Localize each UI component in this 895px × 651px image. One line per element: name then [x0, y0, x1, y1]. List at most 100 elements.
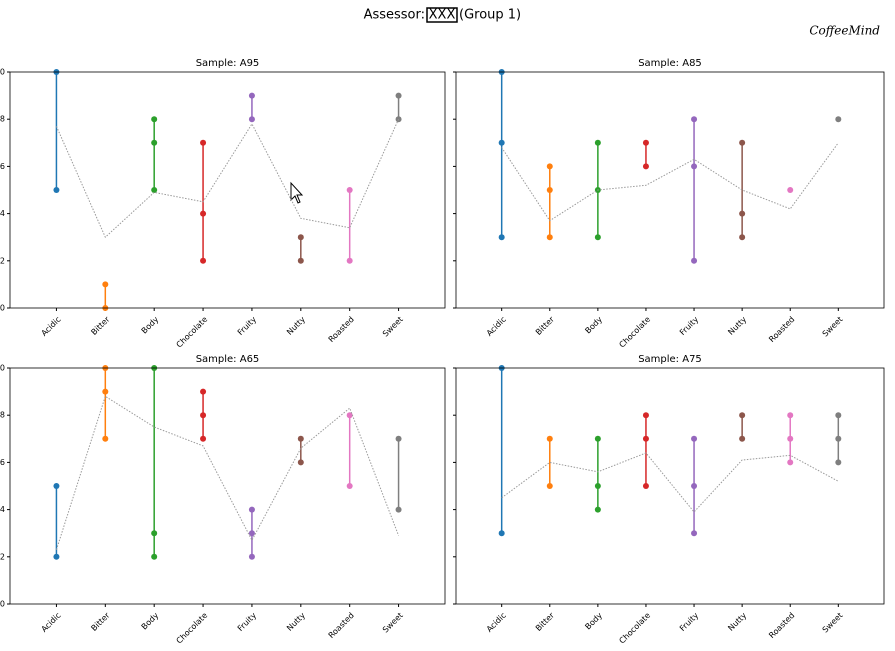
score-dot	[53, 187, 60, 193]
score-dot	[498, 234, 505, 241]
score-dot	[248, 506, 255, 513]
score-dot	[395, 92, 402, 99]
score-dot	[546, 234, 553, 241]
x-tick-label: Bitter	[89, 610, 112, 633]
y-tick-label: 2	[0, 552, 5, 561]
score-dot	[739, 139, 746, 146]
score-dot	[151, 553, 158, 560]
score-dot	[691, 163, 698, 170]
score-dot	[102, 435, 109, 442]
y-tick-label: 10	[0, 68, 5, 77]
score-dot	[346, 412, 353, 419]
score-dot	[546, 163, 553, 170]
score-dot	[594, 506, 601, 513]
score-dot	[151, 139, 158, 146]
panel-title: Sample: A65	[196, 354, 260, 365]
score-dot	[200, 210, 207, 217]
score-dot	[691, 435, 698, 442]
score-dot	[642, 412, 649, 419]
y-tick-label: 10	[0, 364, 5, 373]
score-dot	[546, 435, 553, 442]
score-dot	[248, 530, 255, 537]
x-tick-label: Chocolate	[175, 315, 210, 350]
plot-frame	[455, 367, 885, 605]
score-dot	[102, 281, 109, 288]
score-dot	[642, 435, 649, 442]
y-tick-label: 4	[0, 209, 5, 218]
x-tick-label: Sweet	[821, 315, 845, 339]
x-tick-label: Bitter	[534, 314, 557, 337]
score-dot	[835, 116, 842, 123]
score-dot	[297, 459, 304, 466]
score-dot	[200, 257, 207, 264]
score-dot	[498, 530, 505, 537]
score-dot	[297, 257, 304, 264]
score-dot	[787, 459, 794, 466]
score-dot	[835, 435, 842, 442]
score-dot	[151, 116, 158, 123]
x-tick-label: Nutty	[285, 315, 307, 337]
score-dot	[691, 116, 698, 123]
score-dot	[151, 530, 158, 537]
x-tick-label: Roasted	[767, 611, 796, 640]
x-tick-label: Nutty	[726, 315, 748, 337]
score-dot	[739, 412, 746, 419]
panel-title: Sample: A75	[638, 354, 702, 365]
score-dot	[200, 139, 207, 146]
y-tick-label: 0	[0, 304, 5, 313]
y-tick-label: 8	[0, 115, 5, 124]
mean-line	[55, 118, 400, 239]
mean-line	[501, 142, 839, 222]
mean-line	[501, 452, 839, 513]
plot-frame	[455, 71, 885, 309]
x-tick-label: Nutty	[726, 611, 748, 633]
score-dot	[200, 435, 207, 442]
score-dot	[200, 412, 207, 419]
x-tick-label: Body	[583, 315, 604, 336]
score-dot	[835, 459, 842, 466]
x-tick-label: Body	[140, 315, 161, 336]
score-dot	[739, 210, 746, 217]
score-dot	[297, 435, 304, 442]
score-dot	[53, 483, 60, 489]
panel-title: Sample: A95	[196, 58, 260, 69]
y-tick-label: 6	[0, 162, 5, 171]
score-dot	[248, 553, 255, 560]
score-dot	[151, 187, 158, 193]
x-tick-label: Chocolate	[175, 611, 210, 646]
y-tick-label: 8	[0, 411, 5, 420]
score-dot	[642, 483, 649, 489]
x-tick-label: Fruity	[236, 611, 258, 633]
score-dot	[395, 506, 402, 513]
title-prefix: Assessor:	[364, 8, 425, 23]
assessor-name: XXX	[429, 8, 456, 23]
score-dot	[594, 435, 601, 442]
y-tick-label: 2	[0, 256, 5, 265]
x-tick-label: Fruity	[678, 315, 700, 337]
score-dot	[297, 234, 304, 241]
score-dot	[546, 483, 553, 489]
score-dot	[346, 257, 353, 264]
logo: CoffeeMind	[809, 24, 880, 38]
score-dot	[787, 187, 794, 193]
x-tick-label: Acidic	[40, 611, 63, 634]
score-dot	[594, 483, 601, 489]
x-tick-label: Roasted	[327, 611, 356, 640]
x-tick-label: Chocolate	[617, 611, 652, 646]
x-tick-label: Sweet	[381, 611, 405, 635]
score-dot	[691, 483, 698, 489]
score-dot	[642, 163, 649, 170]
score-dot	[594, 139, 601, 146]
x-tick-label: Sweet	[821, 611, 845, 635]
panel-title: Sample: A85	[638, 58, 702, 69]
score-dot	[594, 234, 601, 241]
x-tick-label: Roasted	[767, 315, 796, 344]
x-tick-label: Roasted	[327, 315, 356, 344]
x-tick-label: Body	[140, 611, 161, 632]
mouse-cursor	[290, 181, 304, 204]
score-dot	[691, 530, 698, 537]
score-dot	[739, 234, 746, 241]
x-tick-label: Acidic	[485, 315, 508, 338]
x-tick-label: Fruity	[678, 611, 700, 633]
